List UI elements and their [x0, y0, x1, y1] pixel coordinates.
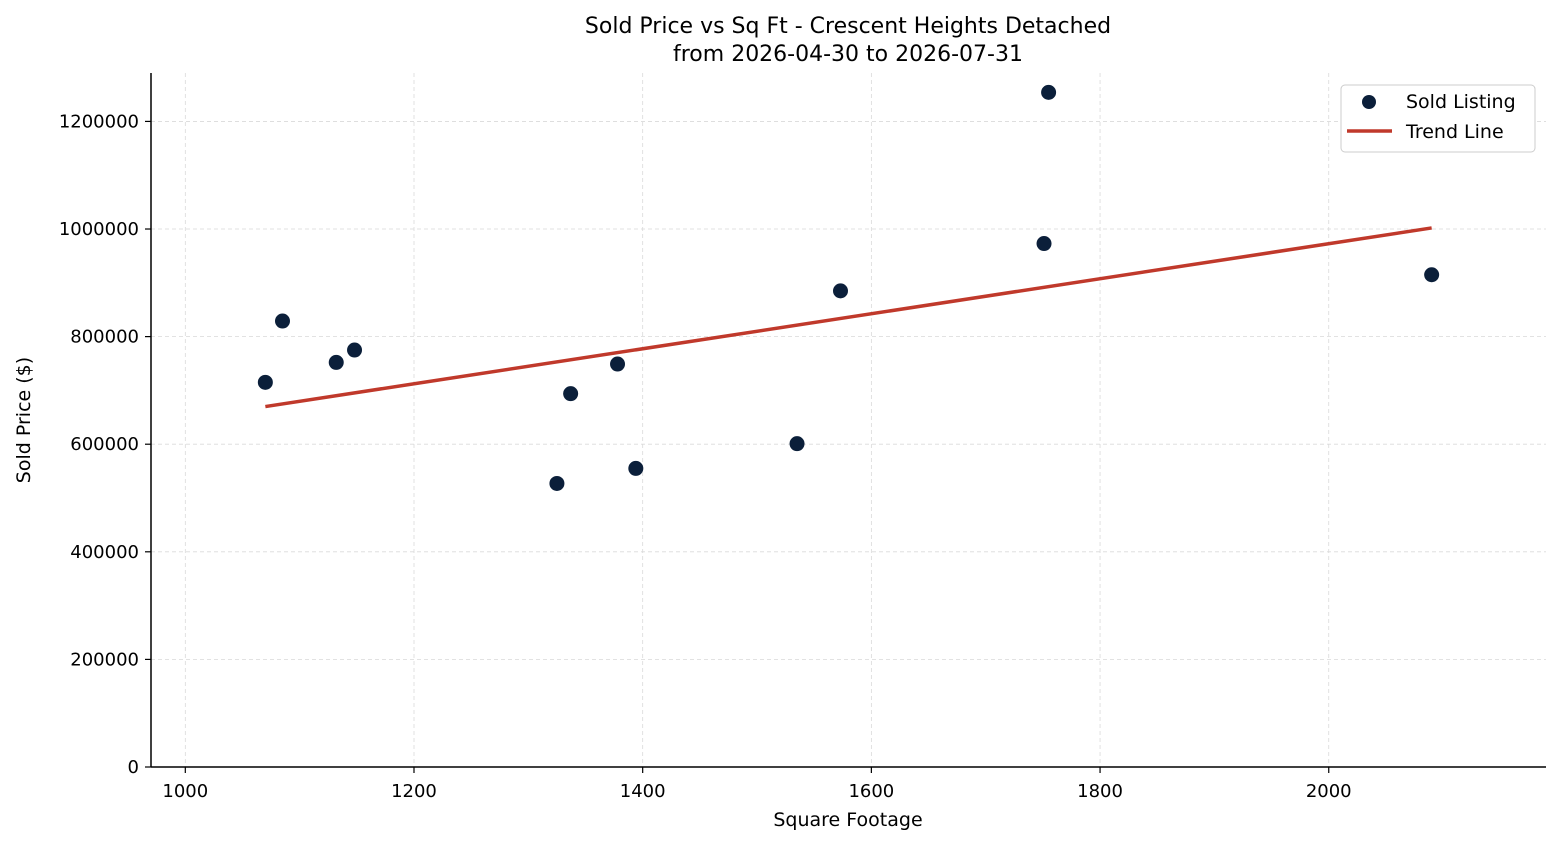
scatter-point-7: [628, 460, 644, 476]
x-tick-label-0: 1000: [162, 781, 208, 802]
chart-subtitle: from 2026-04-30 to 2026-07-31: [673, 42, 1023, 67]
trend-line: [265, 226, 1432, 409]
axes: [150, 73, 1546, 768]
scatter-point-9: [832, 283, 848, 299]
scatter-point-11: [1041, 84, 1057, 100]
y-tick-label-5: 1000000: [59, 219, 139, 240]
y-tick-label-2: 400000: [70, 542, 139, 563]
grid: [151, 73, 1546, 768]
chart-title: Sold Price vs Sq Ft - Crescent Heights D…: [585, 14, 1111, 39]
x-tick-label-4: 1800: [1077, 781, 1123, 802]
y-tick-label-4: 800000: [70, 327, 139, 348]
scatter-point-3: [347, 342, 363, 358]
scatter-point-12: [1424, 267, 1440, 283]
x-tick-label-3: 1600: [848, 781, 894, 802]
legend-label-sold-listing: Sold Listing: [1406, 91, 1516, 113]
legend-label-trend-line: Trend Line: [1405, 121, 1504, 143]
y-tick-label-3: 600000: [70, 434, 139, 455]
y-tick-label-0: 0: [128, 757, 139, 778]
scatter-point-6: [610, 356, 626, 372]
scatter-point-5: [563, 386, 579, 402]
y-tick-label-6: 1200000: [59, 111, 139, 132]
y-axis-label: Sold Price ($): [13, 357, 35, 483]
scatter-point-0: [257, 374, 273, 390]
x-tick-label-1: 1200: [391, 781, 437, 802]
x-tick-label-2: 1400: [620, 781, 666, 802]
legend-box: [1340, 84, 1536, 153]
legend: Sold Listing Trend Line: [1340, 84, 1536, 153]
scatter-point-4: [549, 475, 565, 491]
ticks: 1000 1200 1400 1600 1800 2000 0 200000 400000 600…: [59, 111, 1352, 802]
x-tick-label-5: 2000: [1306, 781, 1352, 802]
scatter-point-10: [1036, 236, 1052, 252]
legend-marker-sold-listing: [1362, 95, 1376, 109]
y-tick-label-1: 200000: [70, 649, 139, 670]
scatter-point-1: [274, 313, 290, 329]
data-series: [257, 84, 1440, 491]
x-axis-label: Square Footage: [773, 809, 922, 831]
scatter-point-8: [789, 436, 805, 452]
scatter-point-2: [328, 354, 344, 370]
